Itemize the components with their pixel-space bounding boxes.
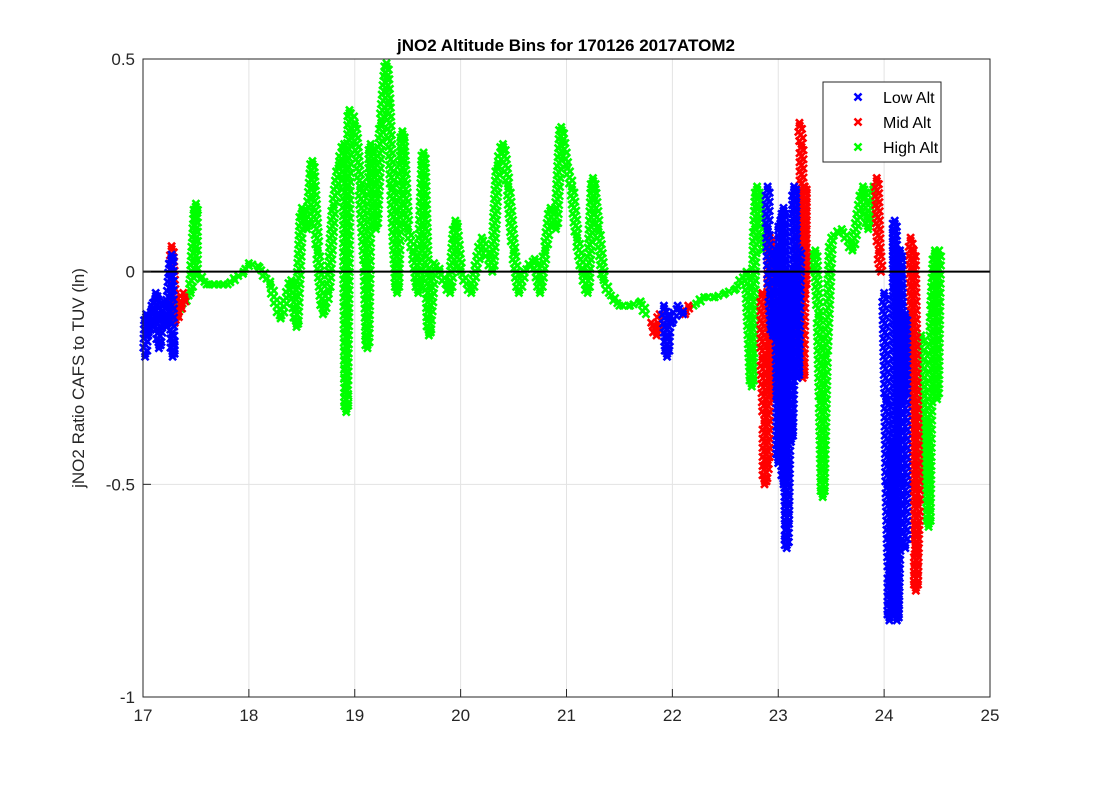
legend-marker-icon — [853, 92, 863, 102]
data-point — [180, 297, 190, 306]
x-tick-label: 24 — [875, 706, 894, 725]
data-point-fill — [832, 226, 842, 236]
tick-labels: 17 18 19 20 21 22 23 24 25 -1 -0.5 0 0.5 — [106, 50, 1000, 725]
legend-label: Low Alt — [883, 90, 935, 107]
y-tick-label: 0 — [126, 263, 135, 282]
legend-marker-icon — [853, 142, 863, 152]
x-tick-label: 17 — [134, 706, 153, 725]
chart-title: jNO2 Altitude Bins for 170126 2017ATOM2 — [396, 36, 735, 55]
data-point — [678, 309, 688, 319]
x-tick-label: 19 — [345, 706, 364, 725]
legend-box — [822, 81, 942, 163]
x-tick-label: 23 — [769, 706, 788, 725]
x-tick-label: 21 — [557, 706, 576, 725]
legend-marker-icon — [853, 117, 863, 127]
y-axis-label: jNO2 Ratio CAFS to TUV (ln) — [69, 268, 88, 489]
y-tick-label: -0.5 — [106, 475, 135, 494]
data-point — [934, 245, 944, 255]
data-point-fill — [229, 273, 239, 283]
data-point — [795, 245, 804, 255]
y-tick-label: 0.5 — [111, 50, 135, 69]
data-point — [900, 543, 910, 553]
x-tick-label: 20 — [451, 706, 470, 725]
x-tick-label: 22 — [663, 706, 682, 725]
y-tick-label: -1 — [120, 688, 135, 707]
x-tick-label: 25 — [981, 706, 1000, 725]
data-point — [909, 245, 919, 255]
legend-label: Mid Alt — [883, 115, 932, 132]
series-low-alt — [138, 182, 912, 625]
data-point — [641, 309, 651, 319]
legend: Low Alt Mid Alt High Alt — [822, 81, 942, 163]
x-tick-label: 18 — [239, 706, 258, 725]
legend-label: High Alt — [883, 140, 939, 157]
data-point-fill — [695, 294, 704, 304]
data-point — [168, 331, 178, 340]
